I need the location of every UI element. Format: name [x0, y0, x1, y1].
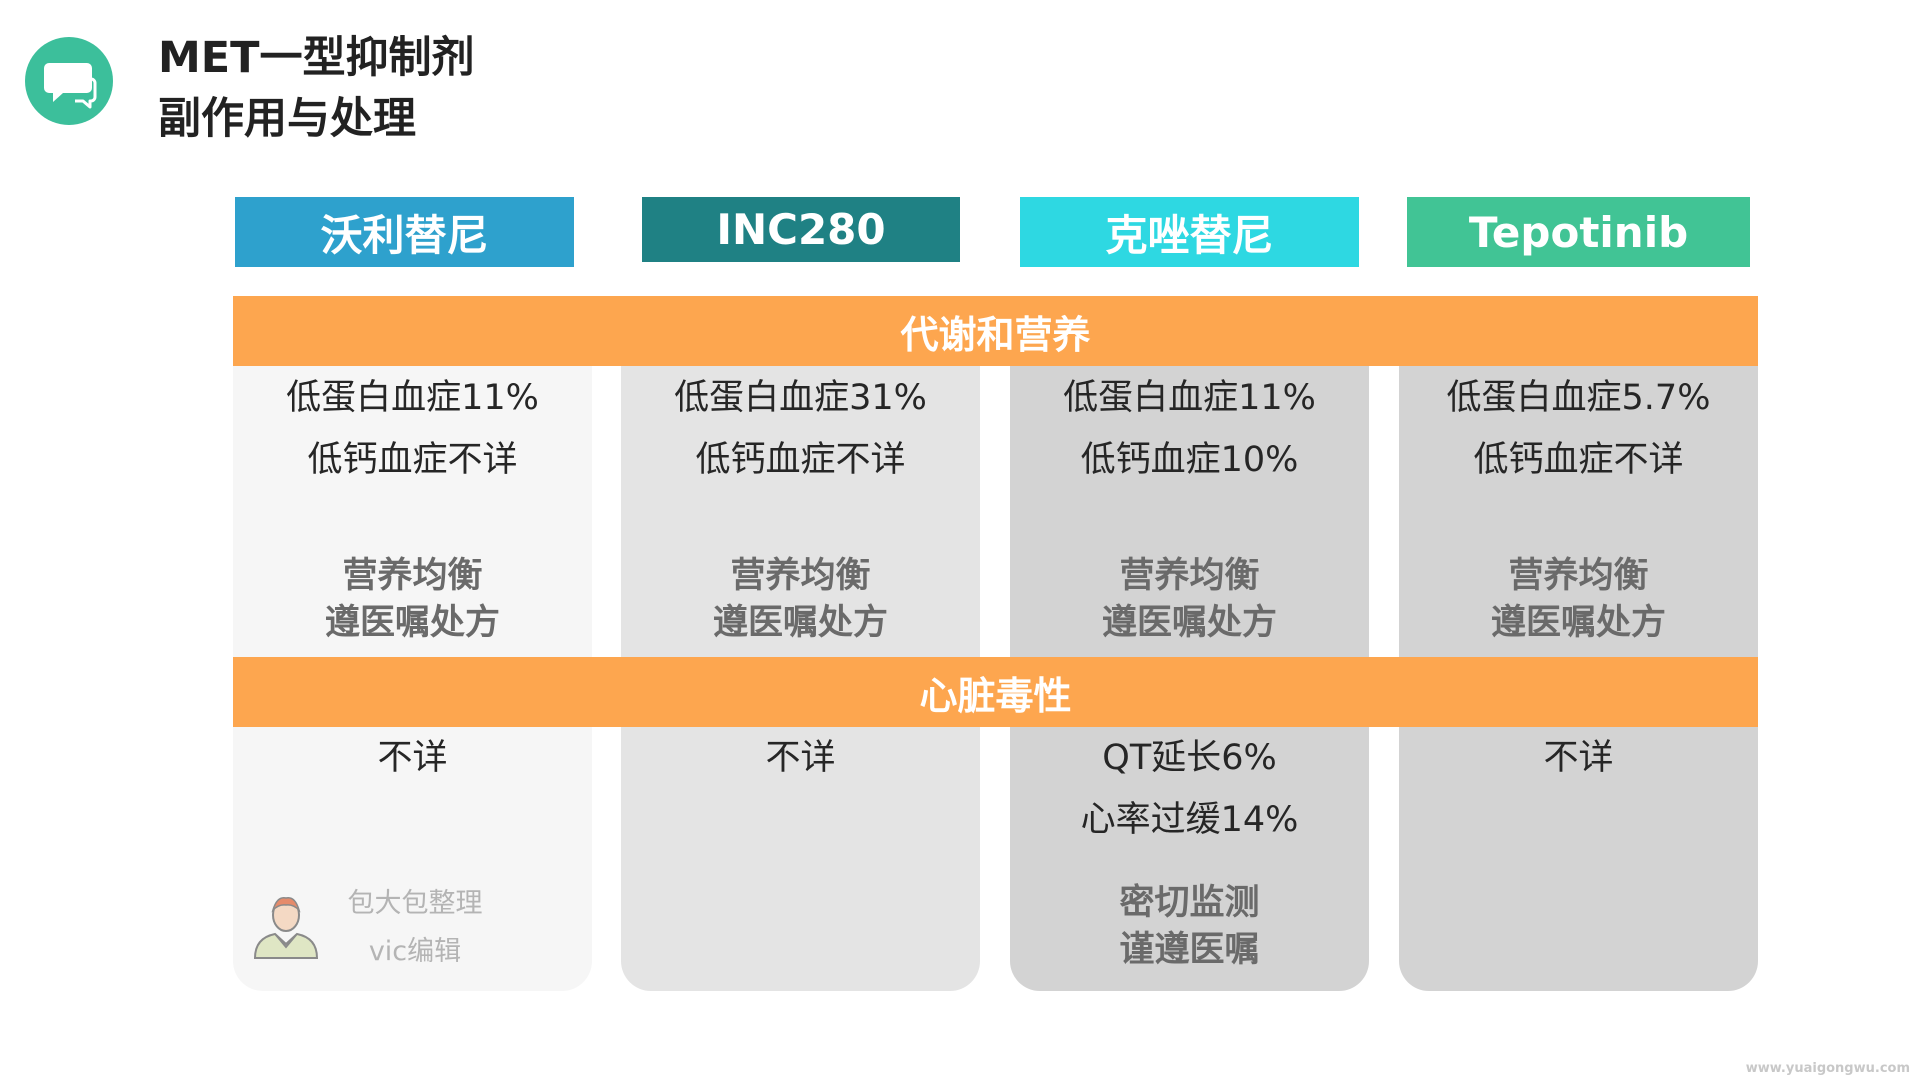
stat-line: 低蛋白血症5.7% [1446, 378, 1711, 418]
drug-name: 克唑替尼 [1105, 210, 1274, 260]
stat-line: 不详 [765, 738, 836, 778]
stat-line: QT延长6% [1102, 738, 1277, 778]
stat-line: 不详 [1543, 738, 1614, 778]
advice-line: 营养均衡 [730, 556, 871, 596]
drug-name: Tepotinib [1468, 207, 1689, 257]
stat-line: 低蛋白血症11% [286, 378, 539, 418]
advice-line: 密切监测 [1119, 883, 1260, 923]
editor-avatar-icon [251, 890, 321, 960]
metabolism-advice-inc280: 营养均衡 遵医嘱处方 [621, 553, 980, 647]
metabolism-stats-crizotinib: 低蛋白血症11% 低钙血症10% [1010, 367, 1369, 491]
page-title-line1: MET一型抑制剂 [158, 33, 475, 83]
section-band-metabolism: 代谢和营养 [233, 296, 1758, 366]
stat-line: 低钙血症不详 [307, 440, 518, 480]
stat-line: 不详 [377, 738, 448, 778]
page-title: MET一型抑制剂 副作用与处理 [158, 28, 475, 150]
metabolism-stats-inc280: 低蛋白血症31% 低钙血症不详 [621, 367, 980, 491]
page-title-line2: 副作用与处理 [158, 94, 416, 144]
metabolism-advice-tepotinib: 营养均衡 遵医嘱处方 [1399, 553, 1758, 647]
drug-name: INC280 [716, 205, 886, 254]
drug-header-tepotinib: Tepotinib [1407, 197, 1750, 267]
advice-line: 遵医嘱处方 [1101, 603, 1277, 643]
metabolism-stats-tepotinib: 低蛋白血症5.7% 低钙血症不详 [1399, 367, 1758, 491]
chat-bubble-logo-icon [25, 37, 113, 125]
cardiac-stats-volitinib: 不详 [233, 727, 592, 789]
cardiac-stats-tepotinib: 不详 [1399, 727, 1758, 789]
stat-line: 低钙血症不详 [695, 440, 906, 480]
advice-line: 谨遵医嘱 [1119, 930, 1260, 970]
advice-line: 遵医嘱处方 [712, 603, 888, 643]
cardiac-stats-crizotinib: QT延长6% 心率过缓14% [1010, 727, 1369, 851]
credit: 包大包整理 vic编辑 [310, 880, 520, 976]
stat-line: 低钙血症10% [1080, 440, 1299, 480]
section-title: 心脏毒性 [919, 673, 1072, 718]
drug-name: 沃利替尼 [320, 210, 489, 260]
advice-line: 营养均衡 [1119, 556, 1260, 596]
stat-line: 低钙血症不详 [1473, 440, 1684, 480]
credit-line2: vic编辑 [368, 936, 462, 967]
metabolism-advice-crizotinib: 营养均衡 遵医嘱处方 [1010, 553, 1369, 647]
stat-line: 心率过缓14% [1080, 800, 1299, 840]
watermark: www.yuaigongwu.com [1745, 1061, 1910, 1076]
advice-line: 营养均衡 [342, 556, 483, 596]
drug-header-volitinib: 沃利替尼 [235, 197, 574, 267]
stat-line: 低蛋白血症31% [674, 378, 927, 418]
drug-header-crizotinib: 克唑替尼 [1020, 197, 1359, 267]
advice-line: 遵医嘱处方 [324, 603, 500, 643]
credit-line1: 包大包整理 [347, 888, 483, 919]
section-band-cardiac: 心脏毒性 [233, 657, 1758, 727]
metabolism-advice-volitinib: 营养均衡 遵医嘱处方 [233, 553, 592, 647]
cardiac-advice-crizotinib: 密切监测 谨遵医嘱 [1010, 880, 1369, 974]
drug-header-inc280: INC280 [642, 197, 960, 262]
metabolism-stats-volitinib: 低蛋白血症11% 低钙血症不详 [233, 367, 592, 491]
stat-line: 低蛋白血症11% [1063, 378, 1316, 418]
section-title: 代谢和营养 [900, 312, 1091, 357]
cardiac-stats-inc280: 不详 [621, 727, 980, 789]
advice-line: 遵医嘱处方 [1490, 603, 1666, 643]
advice-line: 营养均衡 [1508, 556, 1649, 596]
